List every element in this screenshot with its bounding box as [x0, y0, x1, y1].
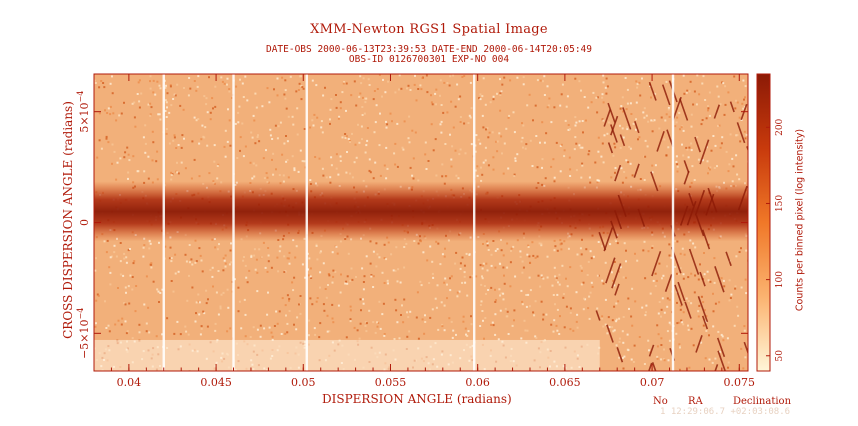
lower-light-strip	[94, 339, 600, 371]
footer-declination-label: Declination	[733, 396, 792, 407]
x-tick-label: 0.06	[465, 376, 490, 389]
y-tick-label: −5×10−4	[76, 308, 91, 359]
x-tick-label: 0.065	[549, 376, 581, 389]
colorbar-tick-label: 150	[775, 195, 785, 212]
chart-subtitle-dates: DATE-OBS 2000-06-13T23:39:53 DATE-END 20…	[265, 44, 592, 55]
x-tick-label: 0.045	[200, 376, 232, 389]
bright-column	[671, 74, 675, 371]
bright-column	[162, 74, 165, 371]
footer-no-label: No	[653, 396, 668, 407]
colorbar-tick-label: 100	[775, 271, 785, 288]
bright-column	[305, 74, 308, 371]
colorbar-tick-label: 200	[775, 118, 785, 135]
axes-layer: 0.04 0.045 0.05 0.055 0.06 0.065 0.07 0.075 −5×1…	[76, 73, 756, 389]
footer-ra-label: RA	[688, 396, 703, 407]
x-tick-label: 0.05	[291, 376, 316, 389]
colorbar-label: Counts per binned pixel (log intensity)	[794, 128, 806, 312]
x-tick-label: 0.07	[640, 376, 665, 389]
y-axis-label: CROSS DISPERSION ANGLE (radians)	[61, 101, 75, 339]
colorbar-tick-label: 50	[775, 350, 785, 362]
colorbar: 50 100 150 200	[756, 73, 785, 372]
chart-subtitle-obsid: OBS-ID 0126700301 EXP-NO 004	[348, 54, 510, 65]
footer-coordinates: 1 12:29:06.7 +02:03:08.6	[660, 407, 791, 417]
x-tick-label: 0.04	[117, 376, 142, 389]
y-tick-label: 5×10−4	[76, 91, 91, 133]
bright-column	[232, 74, 235, 371]
bright-columns	[162, 74, 675, 371]
image-layer	[94, 74, 748, 371]
colorbar-scale	[756, 73, 771, 372]
bright-column	[472, 74, 476, 371]
y-tick-label: 0	[78, 219, 91, 226]
source-band	[94, 181, 748, 242]
x-axis-label: DISPERSION ANGLE (radians)	[322, 392, 512, 406]
order-streaks	[595, 80, 748, 371]
x-tick-label: 0.075	[724, 376, 756, 389]
x-tick-label: 0.055	[375, 376, 407, 389]
chart-title: XMM-Newton RGS1 Spatial Image	[310, 22, 548, 37]
